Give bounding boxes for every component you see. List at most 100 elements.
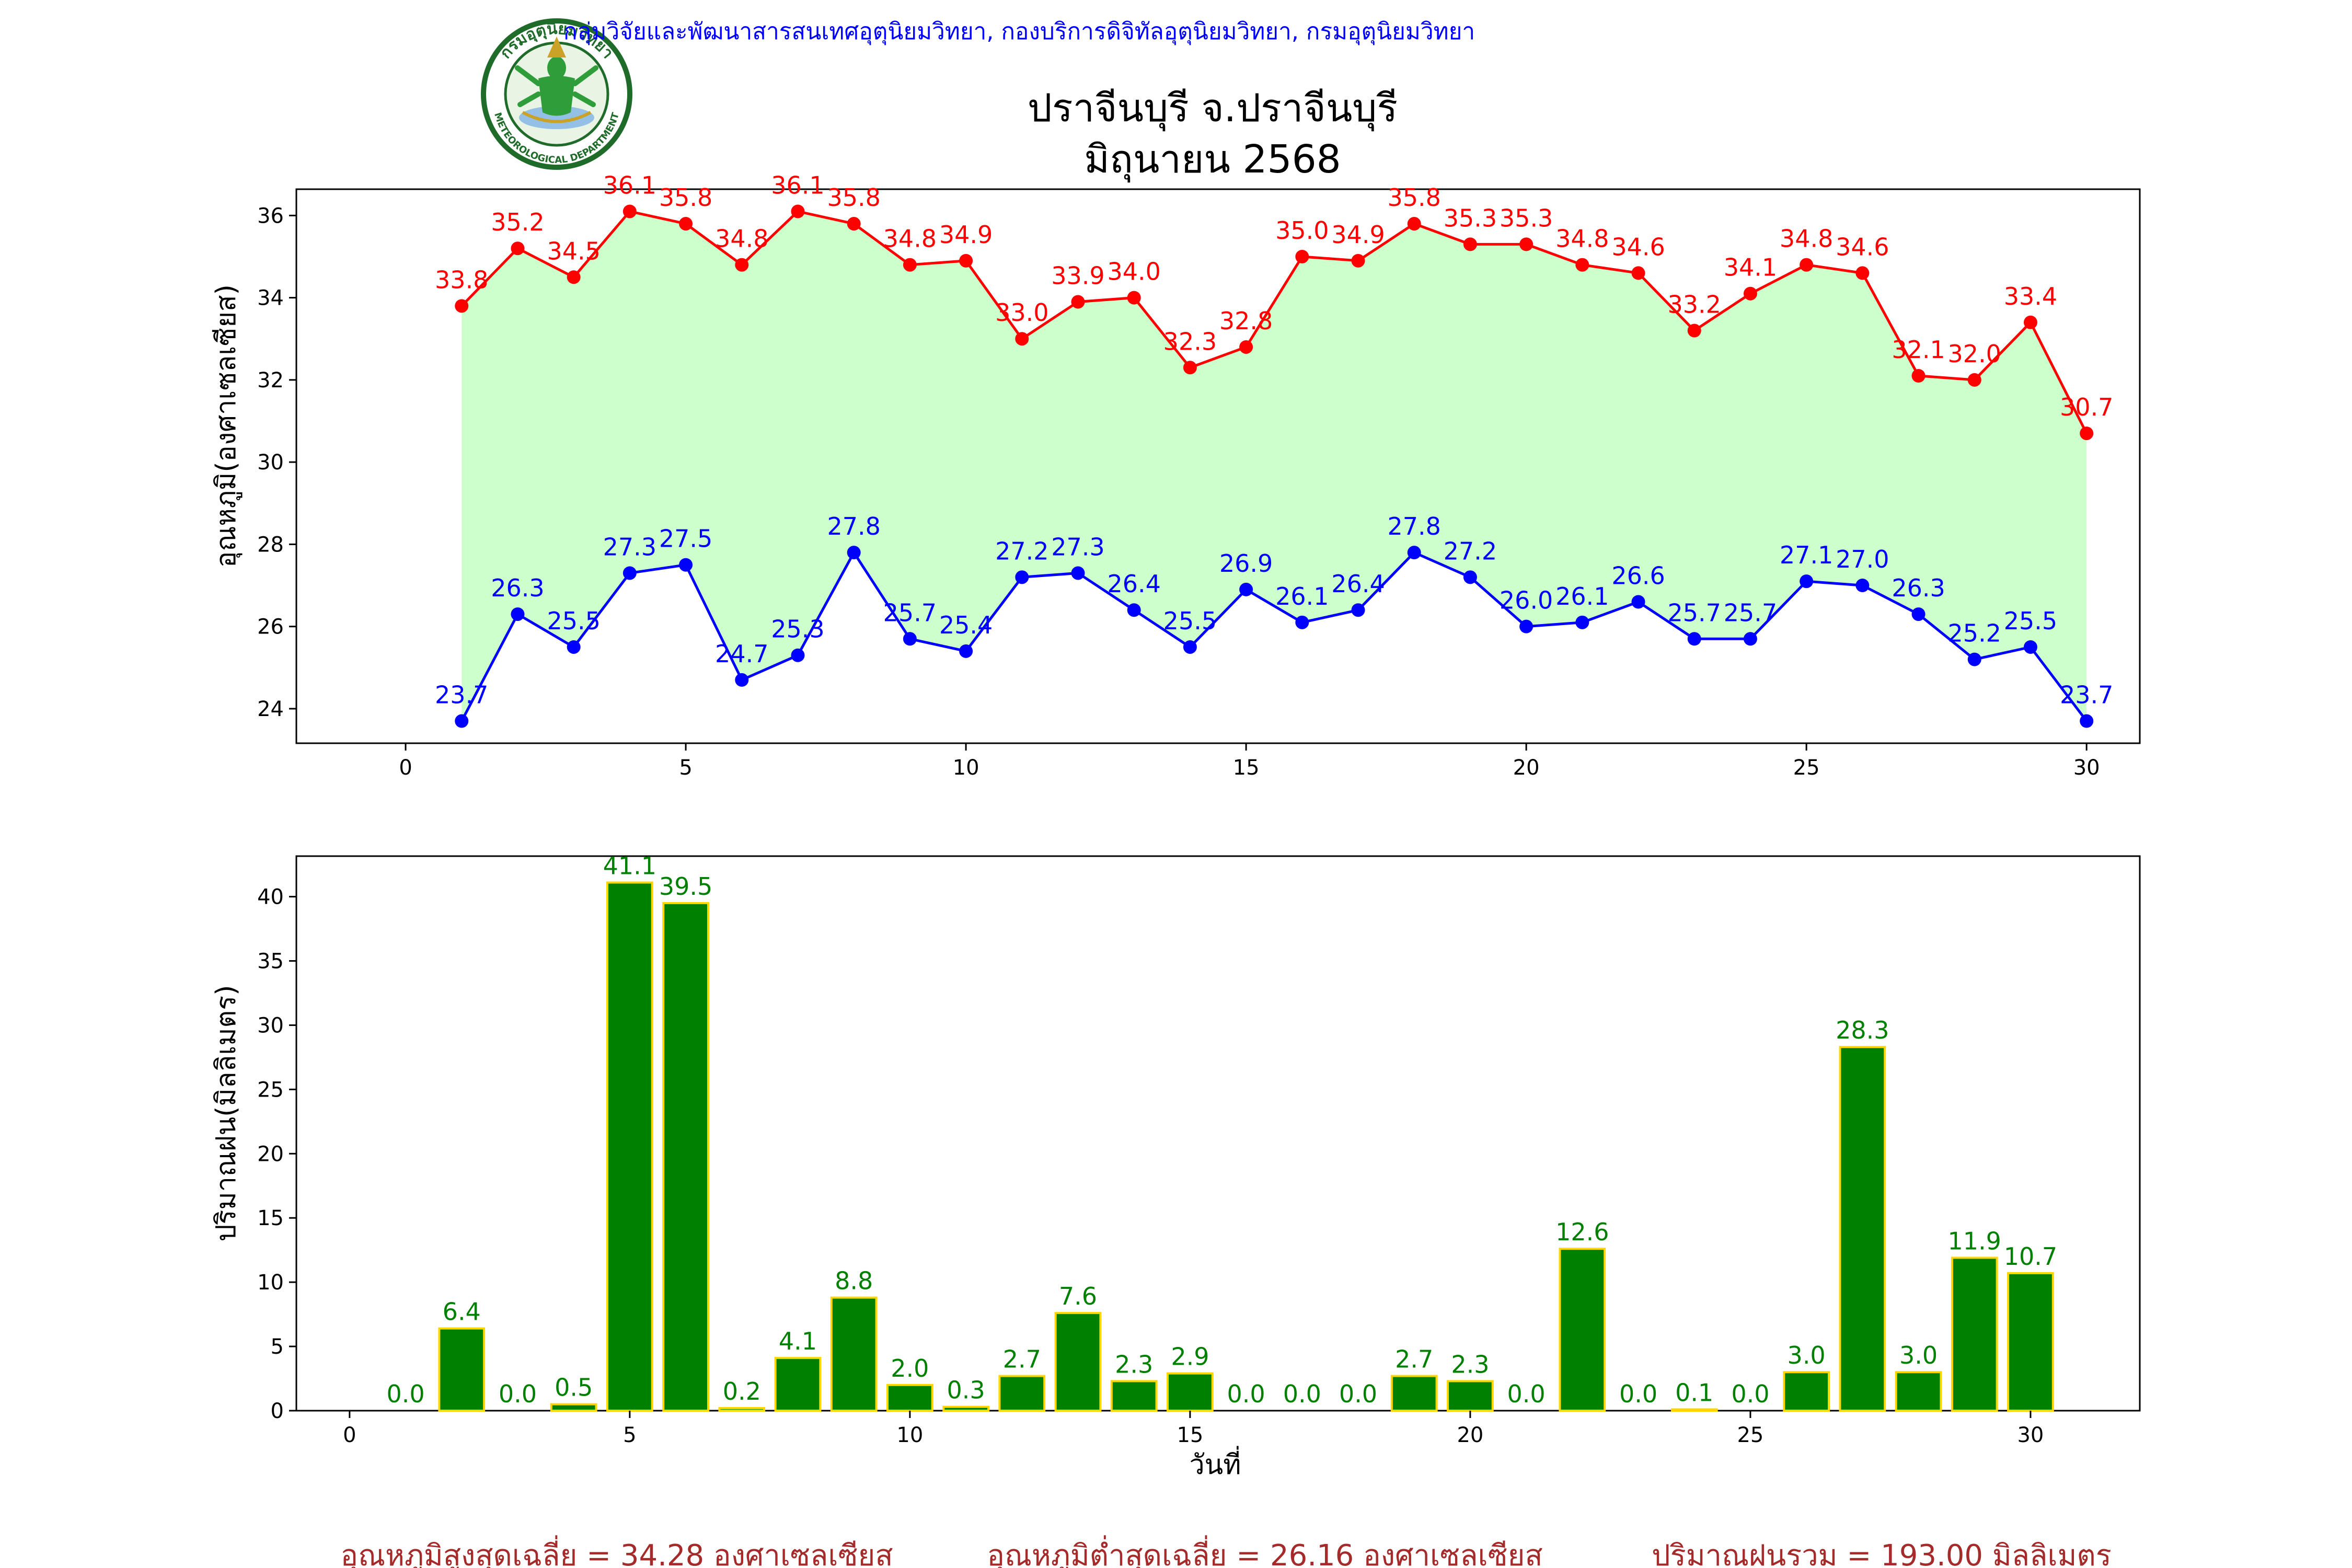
x-tick-label: 25 <box>1793 756 1820 780</box>
min-temperature-point <box>1743 632 1757 646</box>
rainfall-bar <box>718 1407 766 1412</box>
min-temperature-point <box>1687 632 1701 646</box>
max-temperature-point <box>1407 217 1421 231</box>
rainfall-x-axis-label: วันที่ <box>1189 1446 1241 1481</box>
x-tick-label: 25 <box>1737 1423 1763 1447</box>
rainfall-bar-label: 2.3 <box>1451 1350 1489 1378</box>
rainfall-bar <box>998 1375 1046 1412</box>
rainfall-bar <box>606 881 653 1412</box>
min-temperature-point <box>1127 603 1141 617</box>
max-temperature-label: 30.7 <box>2060 393 2113 421</box>
min-temperature-point <box>847 546 861 560</box>
y-tick-label: 28 <box>257 533 284 557</box>
y-tick-label: 30 <box>257 1013 284 1037</box>
max-temperature-point <box>622 204 637 218</box>
min-temperature-label: 24.7 <box>715 640 768 668</box>
y-tick-label: 35 <box>257 949 284 973</box>
min-temperature-label: 27.3 <box>1051 533 1104 561</box>
min-temperature-point <box>1407 546 1421 560</box>
min-temperature-label: 23.7 <box>435 681 488 709</box>
rainfall-bar-label: 6.4 <box>443 1298 481 1326</box>
min-temperature-point <box>1295 615 1309 629</box>
max-temperature-point <box>1463 237 1477 251</box>
max-temperature-label: 33.2 <box>1668 291 1721 319</box>
rainfall-bar-label: 0.0 <box>1339 1380 1377 1408</box>
rainfall-bar <box>662 902 709 1412</box>
min-temperature-label: 26.3 <box>1892 574 1945 602</box>
x-tick-label: 5 <box>679 756 692 780</box>
min-temperature-label: 25.7 <box>883 598 937 627</box>
y-tick-label: 26 <box>257 615 284 639</box>
chart-title-line2: มิถุนายน 2568 <box>1084 137 1341 183</box>
min-temperature-label: 27.2 <box>995 537 1048 565</box>
max-temperature-label: 36.1 <box>771 171 824 199</box>
max-temperature-point <box>1127 291 1141 305</box>
min-temperature-label: 27.8 <box>1388 512 1441 540</box>
deity-emblem-icon <box>515 37 598 129</box>
max-temperature-point <box>735 258 749 272</box>
y-tick-label: 0 <box>271 1399 284 1423</box>
rainfall-bar-label: 28.3 <box>1836 1016 1889 1044</box>
chart-title-line1: ปราจีนบุรี จ.ปราจีนบุรี <box>1028 86 1398 132</box>
max-temperature-point <box>1911 369 1926 383</box>
max-temperature-label: 33.9 <box>1051 261 1104 290</box>
min-temperature-point <box>511 607 525 621</box>
min-temperature-label: 26.1 <box>1275 582 1329 610</box>
rainfall-y-axis-label: ปริมาณฝน(มิลลิเมตร) <box>211 985 242 1241</box>
min-temperature-label: 26.4 <box>1107 570 1160 598</box>
rainfall-bar <box>774 1357 822 1412</box>
min-temperature-point <box>1351 603 1365 617</box>
min-temperature-point <box>1855 579 1870 593</box>
x-tick-label: 10 <box>953 756 979 780</box>
rainfall-bar <box>830 1296 878 1412</box>
rainfall-bar-label: 10.7 <box>2004 1242 2057 1271</box>
max-temperature-point <box>1687 324 1701 338</box>
max-temperature-label: 35.2 <box>491 208 544 236</box>
y-tick-label: 15 <box>257 1206 284 1230</box>
max-temperature-label: 33.0 <box>995 298 1048 327</box>
summary-total-rain: ปริมาณฝนรวม = 193.00 มิลลิเมตร <box>1652 1539 2112 1568</box>
min-temperature-label: 25.7 <box>1668 598 1721 627</box>
max-temperature-label: 34.8 <box>715 225 768 253</box>
agency-text: กลุ่มวิจัยและพัฒนาสารสนเทศอุตุนิยมวิทยา,… <box>563 18 1475 45</box>
y-tick-label: 40 <box>257 885 284 909</box>
max-temperature-line <box>460 210 2088 434</box>
x-tick-label: 15 <box>1177 1423 1203 1447</box>
rainfall-bar <box>1447 1380 1494 1412</box>
y-tick-label: 5 <box>271 1335 284 1359</box>
x-tick-label: 30 <box>2073 756 2100 780</box>
max-temperature-point <box>2023 315 2037 329</box>
rainfall-bar-label: 2.9 <box>1171 1343 1209 1371</box>
rainfall-bar-label: 3.0 <box>1899 1341 1938 1369</box>
max-temperature-point <box>567 270 581 284</box>
rainfall-bar-label: 0.0 <box>499 1380 537 1408</box>
temperature-plot-frame <box>295 188 2141 744</box>
max-temperature-point <box>1967 373 1981 387</box>
temperature-y-axis-label: อุณหภูมิ(องศาเซลเซียส) <box>211 284 243 568</box>
max-temperature-point <box>1071 295 1085 309</box>
min-temperature-point <box>1519 619 1534 633</box>
max-temperature-point <box>959 253 973 268</box>
max-temperature-label: 32.8 <box>1219 307 1273 335</box>
max-temperature-point <box>1631 266 1645 280</box>
min-temperature-label: 26.4 <box>1331 570 1385 598</box>
min-temperature-point <box>1463 570 1477 584</box>
min-temperature-label: 26.1 <box>1555 582 1609 610</box>
logo: กรมอุตุนิยมวิทยา METEOROLOGICAL DEPARTME… <box>481 18 632 170</box>
min-temperature-point <box>1575 615 1589 629</box>
min-temperature-label: 25.7 <box>1724 598 1777 627</box>
max-temperature-point <box>791 204 805 218</box>
x-tick-label: 20 <box>1457 1423 1483 1447</box>
min-temperature-label: 27.5 <box>659 525 712 553</box>
max-temperature-point <box>679 217 693 231</box>
max-temperature-point <box>1575 258 1589 272</box>
rainfall-bar-label: 0.0 <box>1731 1380 1769 1408</box>
temperature-range-fill <box>462 211 2087 721</box>
rainfall-bar <box>438 1327 486 1412</box>
x-tick-label: 5 <box>623 1423 636 1447</box>
min-temperature-line <box>460 550 2088 722</box>
max-temperature-label: 34.9 <box>1331 221 1385 249</box>
rainfall-bar-label: 0.5 <box>555 1374 593 1402</box>
summary-avg-min: อุณหภูมิต่ำสุดเฉลี่ย = 26.16 องศาเซลเซีย… <box>987 1535 1542 1568</box>
max-temperature-label: 35.0 <box>1275 216 1329 245</box>
